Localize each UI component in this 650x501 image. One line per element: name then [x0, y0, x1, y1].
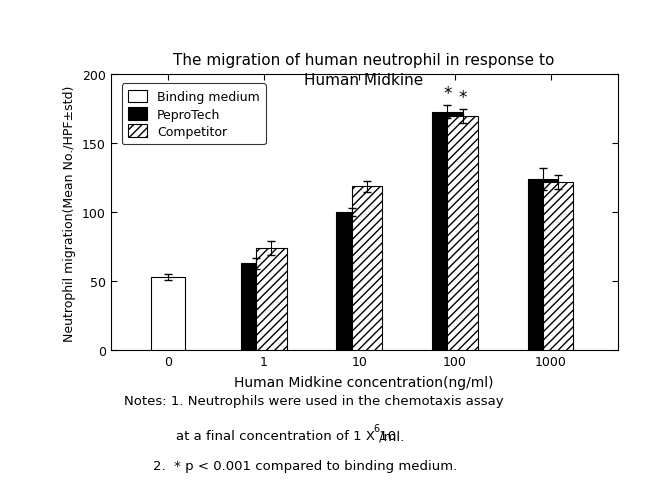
Text: *: * [458, 89, 467, 107]
Bar [528, 180, 558, 351]
Bar [447, 116, 478, 351]
Text: *: * [443, 85, 451, 103]
Bar [352, 187, 382, 351]
Y-axis label: Neutrophil migration(Mean No./HPF±std): Neutrophil migration(Mean No./HPF±std) [63, 85, 76, 341]
Bar [336, 213, 367, 351]
Bar [543, 182, 573, 351]
Text: /ml.: /ml. [379, 429, 404, 442]
Text: The migration of human neutrophil in response to: The migration of human neutrophil in res… [174, 53, 554, 68]
Text: at a final concentration of 1 X 10: at a final concentration of 1 X 10 [176, 429, 396, 442]
Text: Human Midkine: Human Midkine [304, 73, 424, 88]
X-axis label: Human Midkine concentration(ng/ml): Human Midkine concentration(ng/ml) [234, 375, 494, 389]
Text: 2.  * p < 0.001 compared to binding medium.: 2. * p < 0.001 compared to binding mediu… [153, 459, 457, 472]
Text: Notes: 1. Neutrophils were used in the chemotaxis assay: Notes: 1. Neutrophils were used in the c… [124, 394, 503, 407]
Bar [256, 248, 287, 351]
Bar [432, 112, 463, 351]
Legend: Binding medium, PeproTech, Competitor: Binding medium, PeproTech, Competitor [122, 84, 266, 145]
Bar [151, 278, 185, 351]
Bar [240, 264, 271, 351]
Text: 6: 6 [373, 423, 379, 433]
